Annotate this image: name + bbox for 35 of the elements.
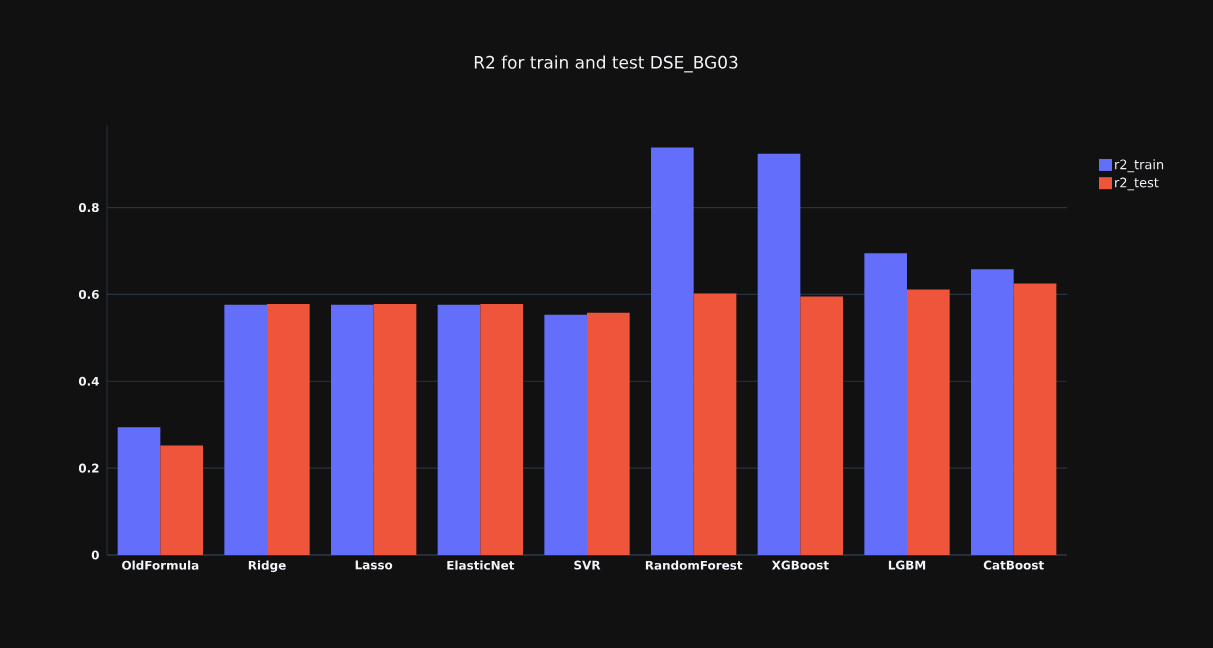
bar bbox=[971, 269, 1014, 555]
bar bbox=[544, 314, 588, 555]
bar bbox=[587, 312, 630, 555]
x-tick-label: RandomForest bbox=[645, 560, 743, 570]
y-tick-label: 0.6 bbox=[78, 289, 99, 299]
bar bbox=[437, 304, 481, 555]
bar bbox=[160, 445, 204, 555]
bar bbox=[267, 303, 310, 555]
x-tick-label: LGBM bbox=[888, 560, 926, 570]
y-tick-label: 0.8 bbox=[78, 203, 99, 213]
bar bbox=[224, 304, 268, 555]
legend-label: r2_train bbox=[1115, 159, 1164, 173]
bar bbox=[907, 289, 950, 555]
bar bbox=[864, 253, 908, 555]
x-tick-label: OldFormula bbox=[122, 560, 199, 570]
x-tick-label: SVR bbox=[574, 560, 601, 570]
bar bbox=[800, 296, 844, 555]
bar bbox=[651, 147, 694, 555]
y-tick-label: 0.4 bbox=[78, 376, 99, 386]
bar bbox=[373, 303, 417, 555]
x-tick-label: Lasso bbox=[355, 560, 393, 570]
y-tick-label: 0 bbox=[91, 550, 99, 560]
bar bbox=[117, 427, 161, 555]
bar bbox=[693, 293, 737, 555]
chart-title: R2 for train and test DSE_BG03 bbox=[474, 55, 738, 73]
bar bbox=[480, 303, 524, 555]
bar bbox=[1013, 283, 1057, 555]
bar bbox=[757, 153, 801, 555]
bar bbox=[331, 304, 374, 555]
x-tick-label: Ridge bbox=[248, 560, 286, 573]
legend-label: r2_test bbox=[1115, 177, 1159, 191]
x-tick-label: CatBoost bbox=[983, 560, 1044, 570]
x-tick-label: XGBoost bbox=[771, 560, 829, 570]
y-tick-label: 0.2 bbox=[78, 463, 99, 473]
x-tick-label: ElasticNet bbox=[447, 560, 515, 570]
